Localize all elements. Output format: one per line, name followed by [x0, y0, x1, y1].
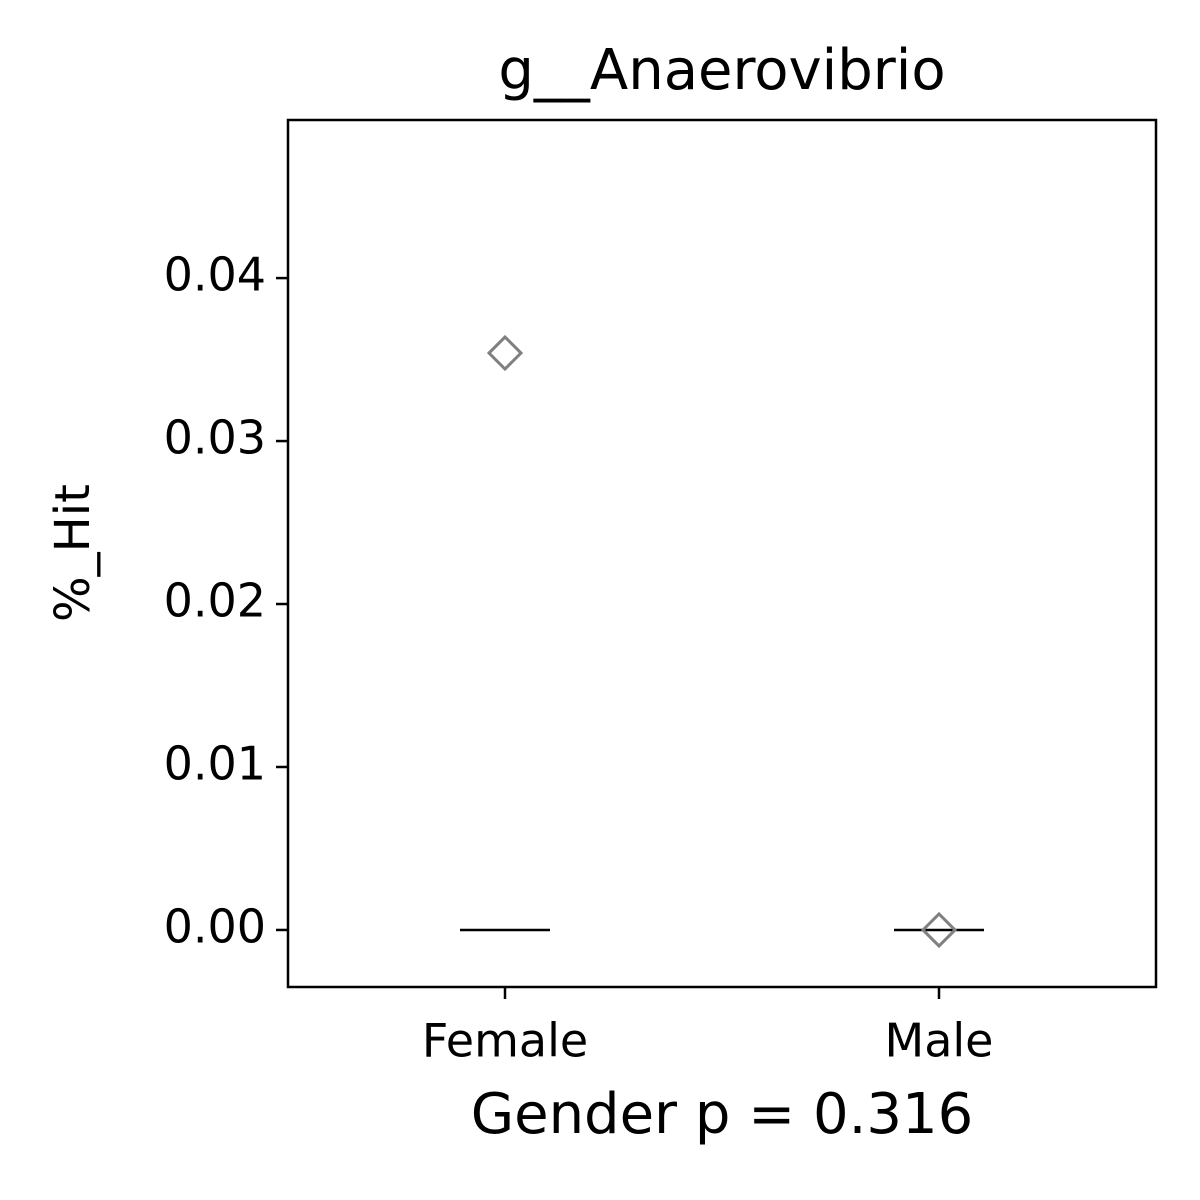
y-tick-label: 0.04 [164, 248, 266, 302]
x-axis-label: Gender p = 0.316 [471, 1082, 974, 1147]
y-tick-label: 0.02 [164, 574, 266, 628]
x-tick-label: Female [422, 1014, 588, 1068]
plot-frame [286, 118, 1158, 989]
x-tick-label: Male [885, 1014, 994, 1068]
y-tick-label: 0.01 [164, 736, 266, 790]
y-tick-label: 0.03 [164, 411, 266, 465]
y-axis-label: %_Hit [45, 484, 101, 622]
outlier [920, 911, 958, 949]
y-tick-label: 0.00 [164, 899, 266, 953]
chart-title: g__Anaerovibrio [498, 38, 945, 103]
outlier [486, 334, 524, 372]
